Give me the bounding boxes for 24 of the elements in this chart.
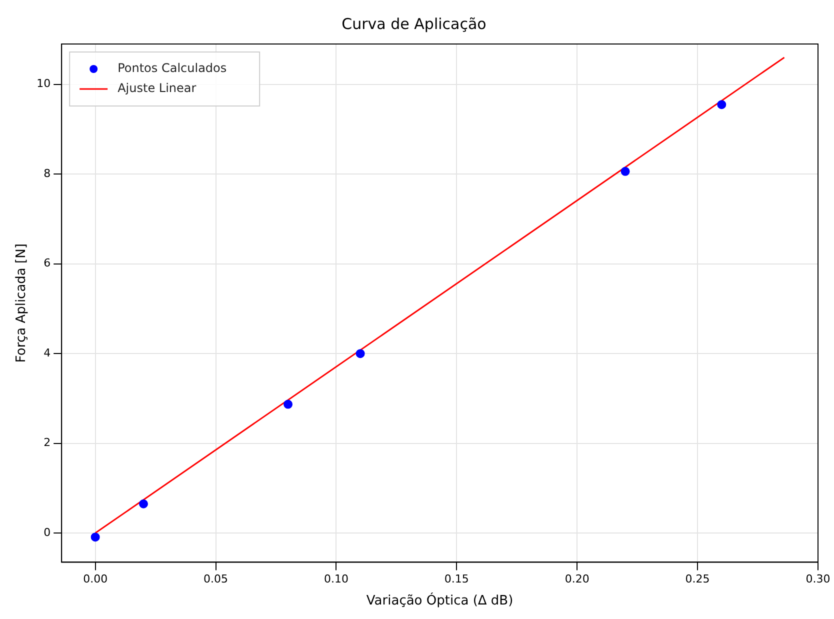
y-tick-label: 8	[44, 166, 51, 180]
y-tick-label: 2	[44, 436, 51, 450]
point	[620, 166, 630, 176]
x-tick-label: 0.15	[444, 572, 469, 586]
chart-title: Curva de Aplicação	[342, 14, 486, 33]
y-tick-label: 6	[44, 256, 51, 270]
point	[90, 532, 100, 542]
y-tick-label: 4	[44, 346, 51, 360]
point	[284, 400, 293, 409]
point	[139, 499, 148, 508]
x-tick-label: 0.00	[83, 572, 108, 586]
point	[717, 100, 726, 110]
legend-label: Pontos Calculados	[118, 61, 227, 76]
y-axis-title: Força Aplicada [N]	[14, 244, 30, 363]
x-tick-label: 0.10	[324, 572, 348, 586]
x-tick-label: 0.30	[806, 572, 830, 586]
y-tick-label: 0	[44, 526, 51, 539]
x-tick-label: 0.25	[685, 572, 710, 586]
y-tick-label: 10	[36, 77, 51, 90]
x-tick-label: 0.05	[204, 572, 228, 586]
point	[356, 349, 365, 358]
x-tick-label: 0.20	[564, 572, 590, 586]
x-axis-title: Variação Óptica (Δ dB)	[366, 592, 514, 609]
legend-label: Ajuste Linear	[118, 81, 196, 96]
